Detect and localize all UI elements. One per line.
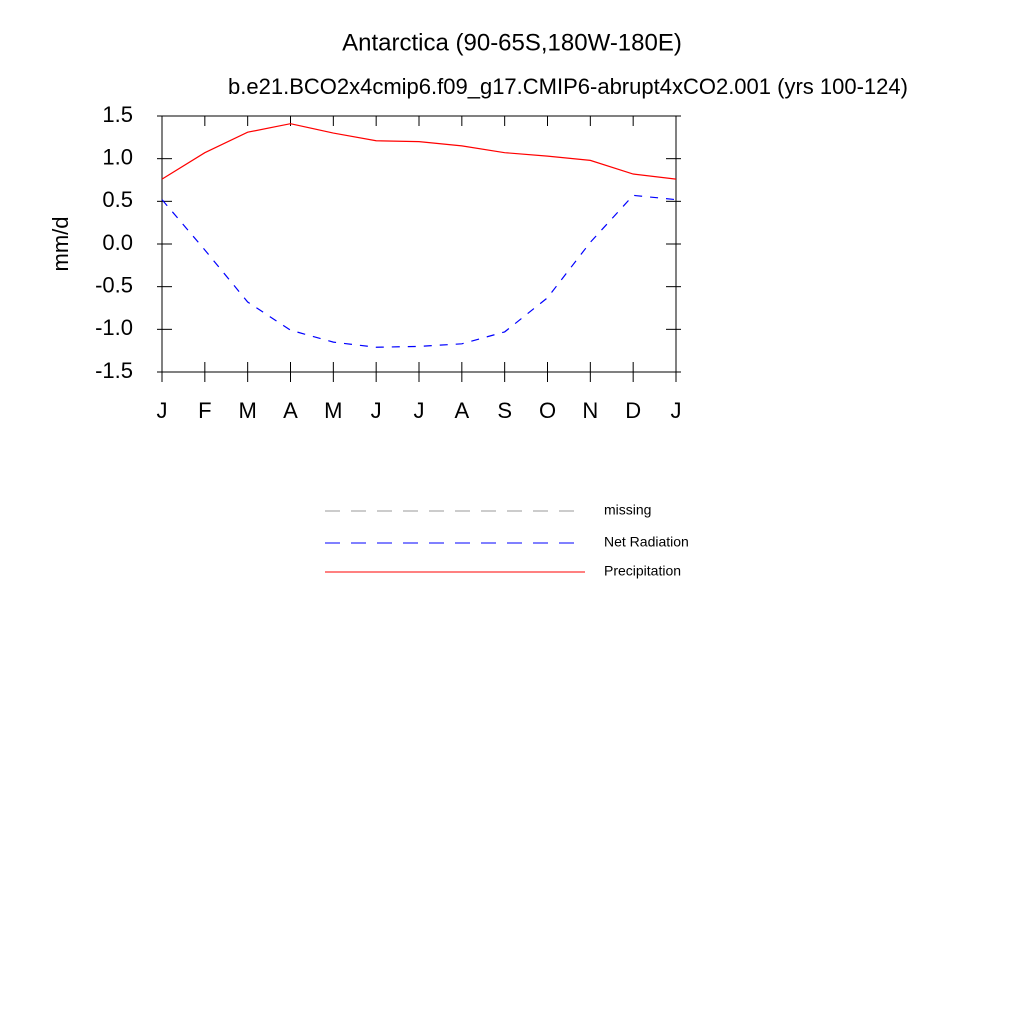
x-tick-label: J: [414, 398, 425, 423]
legend-label: Precipitation: [604, 563, 681, 579]
legend-label: missing: [604, 502, 651, 518]
chart-title: Antarctica (90-65S,180W-180E): [342, 29, 682, 56]
y-tick-label: 0.5: [102, 187, 133, 212]
x-tick-label: J: [157, 398, 168, 423]
x-tick-label: M: [324, 398, 342, 423]
chart-subtitle: b.e21.BCO2x4cmip6.f09_g17.CMIP6-abrupt4x…: [228, 74, 908, 99]
x-tick-label: D: [625, 398, 641, 423]
legend-label: Net Radiation: [604, 534, 689, 550]
x-tick-label: O: [539, 398, 556, 423]
x-tick-label: A: [454, 398, 469, 423]
x-tick-label: A: [283, 398, 298, 423]
x-tick-label: N: [582, 398, 598, 423]
plot-frame: [161, 115, 677, 373]
series-line: [161, 123, 677, 180]
y-tick-label: -0.5: [95, 272, 133, 297]
x-tick-label: M: [239, 398, 257, 423]
y-tick-label: 1.5: [102, 102, 133, 127]
x-tick-label: J: [671, 398, 682, 423]
x-tick-label: S: [497, 398, 512, 423]
y-tick-label: 0.0: [102, 230, 133, 255]
y-axis-label: mm/d: [48, 217, 73, 272]
y-tick-label: 1.0: [102, 144, 133, 169]
series-line: [161, 194, 677, 348]
y-tick-label: -1.5: [95, 358, 133, 383]
x-tick-label: J: [371, 398, 382, 423]
y-tick-label: -1.0: [95, 315, 133, 340]
x-tick-label: F: [198, 398, 211, 423]
